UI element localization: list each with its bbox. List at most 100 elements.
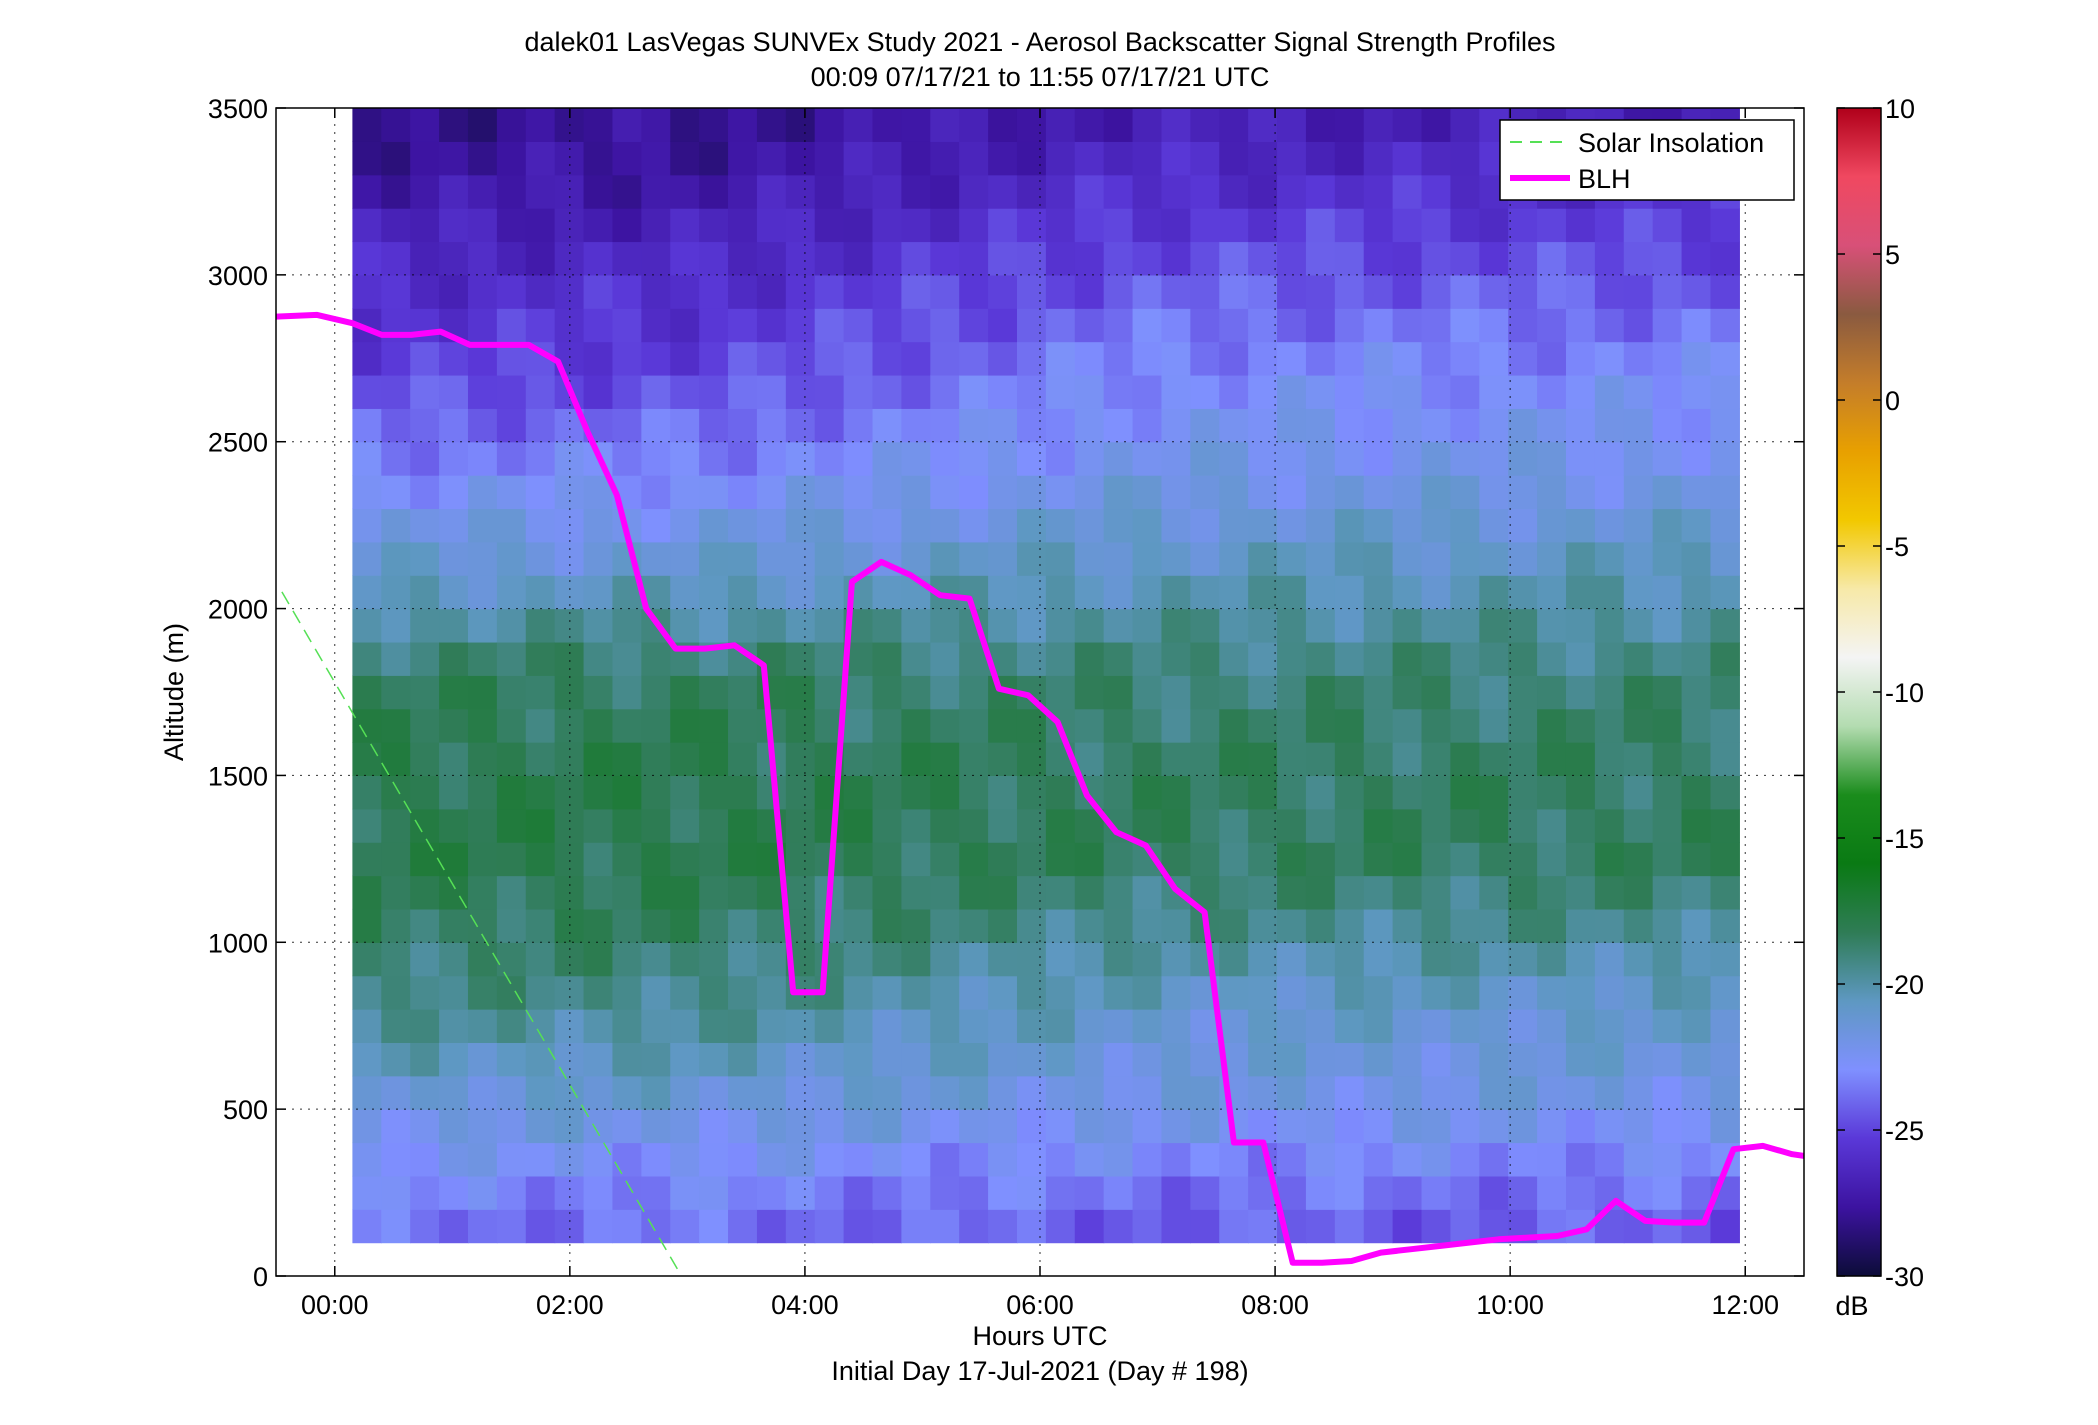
heatmap-cell bbox=[1392, 141, 1423, 176]
heatmap-cell bbox=[930, 208, 960, 243]
heatmap-cell bbox=[1248, 274, 1278, 309]
heatmap-cell bbox=[1103, 241, 1134, 276]
heatmap-cell bbox=[814, 608, 845, 643]
heatmap-cell bbox=[728, 1075, 758, 1110]
heatmap-cell bbox=[1508, 341, 1538, 376]
heatmap-cell bbox=[1103, 308, 1134, 343]
heatmap-cell bbox=[814, 174, 845, 209]
heatmap-cell bbox=[670, 1109, 700, 1144]
heatmap-cell bbox=[756, 608, 787, 643]
heatmap-cell bbox=[1363, 641, 1394, 676]
heatmap-cell bbox=[1681, 708, 1712, 743]
heatmap-cell bbox=[1248, 608, 1278, 643]
heatmap-cell bbox=[1305, 575, 1336, 610]
heatmap-cell bbox=[1421, 308, 1452, 343]
heatmap-cell bbox=[1334, 374, 1365, 409]
heatmap-cell bbox=[1219, 808, 1249, 843]
heatmap-cell bbox=[1161, 441, 1191, 476]
heatmap-cell bbox=[1161, 1175, 1191, 1210]
heatmap-cell bbox=[872, 508, 903, 543]
heatmap-cell bbox=[1421, 1075, 1452, 1110]
heatmap-cell bbox=[525, 408, 556, 443]
heatmap-cell bbox=[1508, 942, 1538, 977]
heatmap-cell bbox=[1103, 408, 1134, 443]
heatmap-cell bbox=[439, 742, 469, 777]
heatmap-cell bbox=[1450, 408, 1480, 443]
heatmap-cell bbox=[1652, 742, 1683, 777]
heatmap-cell bbox=[1016, 1009, 1047, 1043]
heatmap-cell bbox=[496, 274, 527, 309]
heatmap-cell bbox=[988, 341, 1018, 376]
heatmap-cell bbox=[1594, 374, 1625, 409]
heatmap-cell bbox=[1161, 942, 1191, 977]
heatmap-cell bbox=[1334, 475, 1365, 510]
heatmap-cell bbox=[1479, 1175, 1509, 1210]
heatmap-cell bbox=[496, 1209, 527, 1244]
heatmap-cell bbox=[1132, 541, 1163, 576]
heatmap-cell bbox=[1161, 308, 1191, 343]
heatmap-cell bbox=[1565, 641, 1596, 676]
heatmap-cell bbox=[1016, 1175, 1047, 1210]
heatmap-cell bbox=[496, 1175, 527, 1210]
heatmap-cell bbox=[843, 742, 874, 777]
heatmap-cell bbox=[496, 641, 527, 676]
heatmap-cell bbox=[1161, 842, 1191, 877]
heatmap-cell bbox=[1045, 174, 1076, 209]
heatmap-cell bbox=[381, 508, 411, 543]
heatmap-cell bbox=[439, 241, 469, 276]
heatmap-cell bbox=[1508, 708, 1538, 743]
heatmap-cell bbox=[410, 208, 440, 243]
heatmap-cell bbox=[814, 408, 845, 443]
heatmap-cell bbox=[1421, 641, 1452, 676]
heatmap-cell bbox=[959, 708, 989, 743]
heatmap-cell bbox=[1045, 1209, 1076, 1244]
heatmap-cell bbox=[641, 341, 671, 376]
series-line-solar-insolation bbox=[281, 591, 683, 1276]
heatmap-cell bbox=[1392, 274, 1423, 309]
heatmap-cell bbox=[1594, 1075, 1625, 1110]
heatmap-cell bbox=[728, 408, 758, 443]
heatmap-cell bbox=[785, 575, 816, 610]
heatmap-cell bbox=[1710, 808, 1740, 843]
heatmap-cell bbox=[352, 675, 382, 710]
heatmap-cell bbox=[756, 1042, 787, 1077]
heatmap-cell bbox=[1219, 742, 1249, 777]
heatmap-cell bbox=[843, 1009, 874, 1043]
heatmap-cell bbox=[988, 575, 1018, 610]
heatmap-cell bbox=[785, 108, 816, 142]
heatmap-cell bbox=[1045, 374, 1076, 409]
heatmap-cell bbox=[1450, 875, 1480, 910]
heatmap-cell bbox=[670, 1042, 700, 1077]
heatmap-cell bbox=[583, 174, 614, 209]
heatmap-cell bbox=[1652, 675, 1683, 710]
heatmap-cell bbox=[1565, 975, 1596, 1010]
heatmap-cell bbox=[583, 208, 614, 243]
heatmap-cell bbox=[1277, 1109, 1307, 1144]
heatmap-cell bbox=[843, 1175, 874, 1210]
heatmap-cell bbox=[1305, 241, 1336, 276]
heatmap-cell bbox=[1016, 908, 1047, 943]
heatmap-cell bbox=[1103, 942, 1134, 977]
heatmap-cell bbox=[525, 908, 556, 943]
heatmap-cell bbox=[1045, 341, 1076, 376]
heatmap-cell bbox=[872, 708, 903, 743]
colorbar-tick-label: -15 bbox=[1885, 824, 1924, 854]
heatmap-cell bbox=[641, 1142, 671, 1177]
heatmap-cell bbox=[1219, 475, 1249, 510]
heatmap-cell bbox=[1508, 241, 1538, 276]
heatmap-cell bbox=[843, 441, 874, 476]
heatmap-cell bbox=[699, 541, 729, 576]
heatmap-cell bbox=[1508, 1075, 1538, 1110]
heatmap-cell bbox=[1074, 1175, 1105, 1210]
heatmap-cell bbox=[525, 808, 556, 843]
heatmap-cell bbox=[1363, 908, 1394, 943]
heatmap-cell bbox=[1594, 708, 1625, 743]
heatmap-cell bbox=[583, 975, 614, 1010]
heatmap-cell bbox=[728, 208, 758, 243]
heatmap-cell bbox=[1710, 341, 1740, 376]
heatmap-cell bbox=[1132, 1175, 1163, 1210]
heatmap-cell bbox=[843, 341, 874, 376]
heatmap-cell bbox=[1508, 441, 1538, 476]
heatmap-cell bbox=[1190, 1075, 1220, 1110]
heatmap-cell bbox=[1623, 1009, 1654, 1043]
